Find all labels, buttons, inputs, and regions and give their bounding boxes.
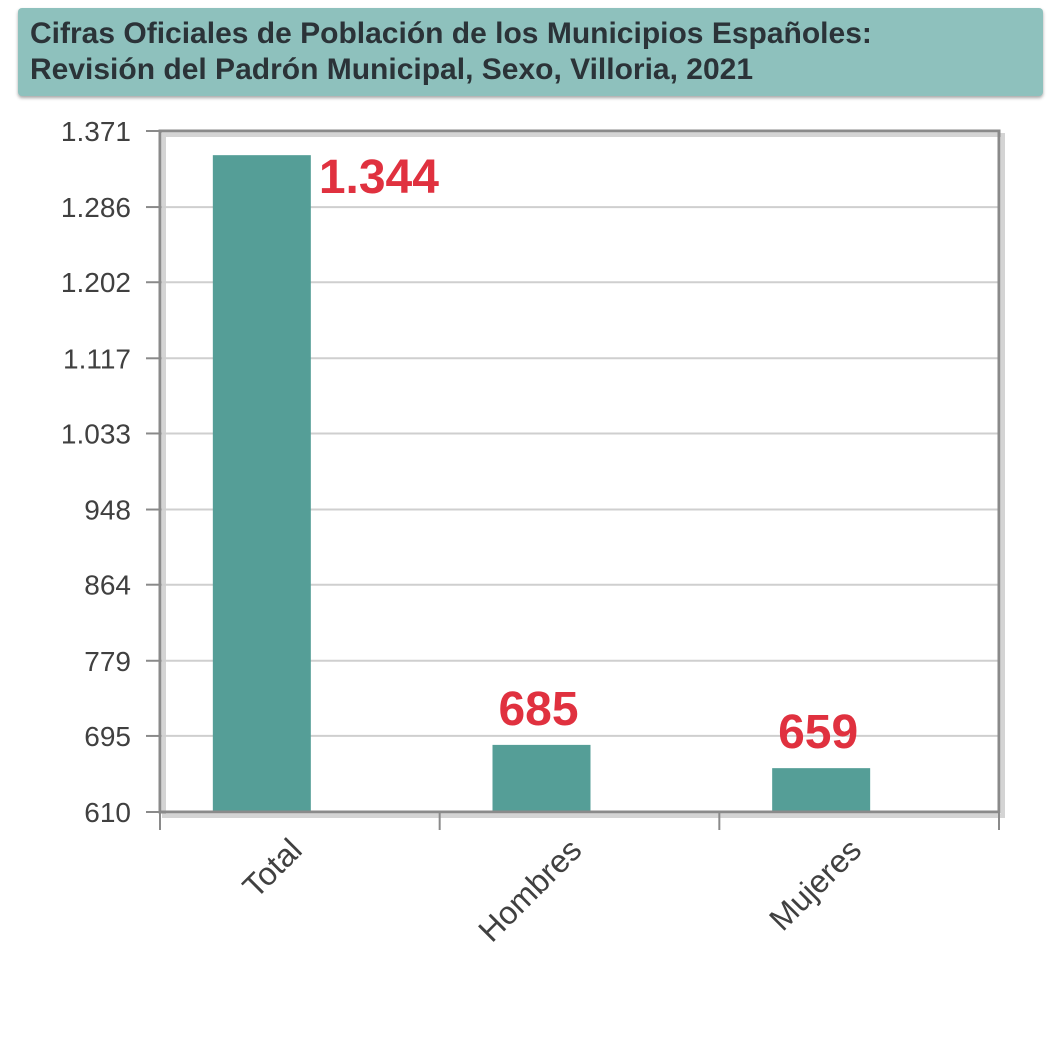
x-tick-label-hombres: Hombres xyxy=(471,831,588,948)
x-tick-label-mujeres: Mujeres xyxy=(762,831,868,937)
chart-subtitle: Revisión del Padrón Municipal, Sexo, Vil… xyxy=(30,53,754,86)
plot-shadow xyxy=(162,133,1005,818)
plot-area-border xyxy=(158,129,1001,814)
chart-title-box: Cifras Oficiales de Población de los Mun… xyxy=(18,8,1043,96)
chart-title: Cifras Oficiales de Población de los Mun… xyxy=(30,17,872,50)
data-label-total: 1.344 xyxy=(319,151,439,204)
data-label-mujeres: 659 xyxy=(778,706,858,759)
y-tick-label: 695 xyxy=(84,721,131,752)
data-label-hombres: 685 xyxy=(498,683,578,736)
bar-total xyxy=(212,155,311,813)
y-tick-label: 1.202 xyxy=(61,267,131,298)
x-axis: Total Hombres Mujeres xyxy=(159,812,1000,949)
y-tick-label: 1.033 xyxy=(61,418,131,449)
plot-frame xyxy=(158,129,1001,814)
y-tick-label: 1.371 xyxy=(61,116,131,147)
bars xyxy=(212,155,871,813)
y-tick-label: 610 xyxy=(84,797,131,828)
y-tick-label: 779 xyxy=(84,646,131,677)
data-labels: 1.344 685 659 xyxy=(319,151,858,759)
y-axis: 610 695 779 864 948 1.033 1.117 1.202 1.286 1.371 xyxy=(61,116,160,828)
y-tick-label: 948 xyxy=(84,495,131,526)
y-tick-label: 1.286 xyxy=(61,192,131,223)
bar-hombres xyxy=(492,744,591,812)
y-tick-label: 1.117 xyxy=(63,343,131,374)
plot-area-shadow xyxy=(162,133,1005,818)
bar-mujeres xyxy=(772,768,871,812)
x-tick-label-total: Total xyxy=(236,831,309,904)
y-tick-label: 864 xyxy=(84,570,131,601)
